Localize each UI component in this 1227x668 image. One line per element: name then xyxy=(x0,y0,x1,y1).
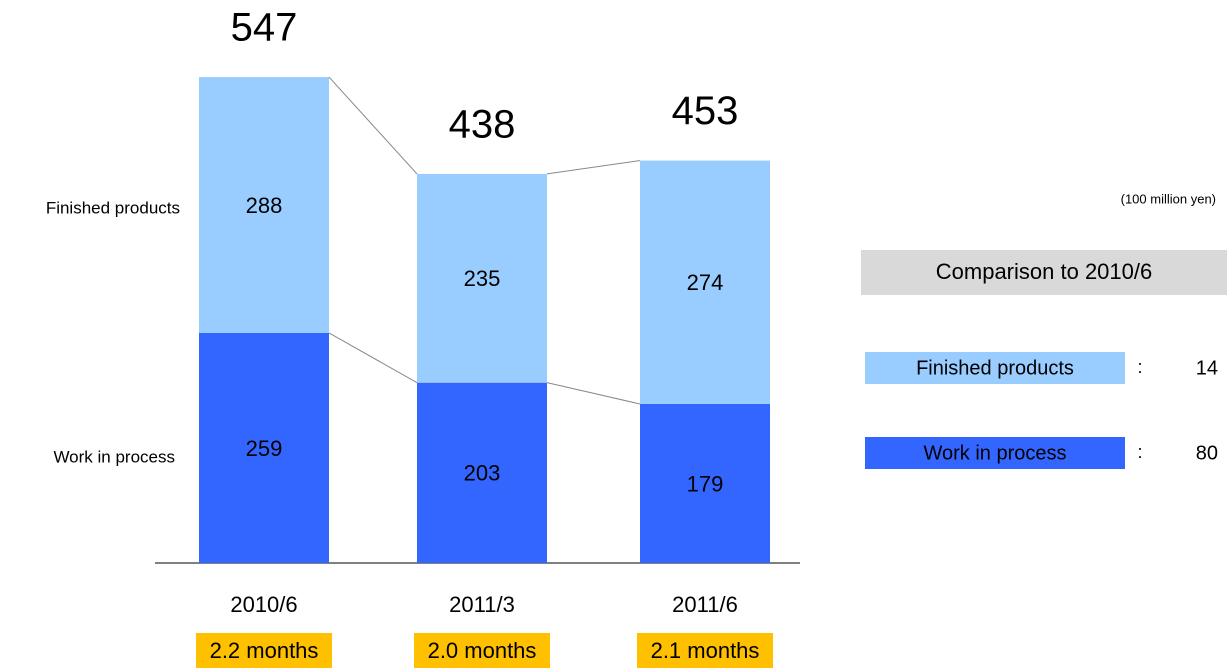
legend-swatch xyxy=(865,352,1125,384)
legend-swatch xyxy=(865,437,1125,469)
bar-segment xyxy=(417,382,547,563)
connector xyxy=(546,160,641,175)
legend-label: Finished products xyxy=(916,357,1074,379)
legend-label: Work in process xyxy=(923,442,1066,464)
bar-segment xyxy=(199,77,329,333)
segment-label: 179 xyxy=(687,471,724,496)
separator: : xyxy=(1137,442,1142,462)
comparison-value: 80 xyxy=(1196,442,1218,464)
months-badge xyxy=(414,633,550,668)
x-tick-label: 2011/6 xyxy=(672,592,738,617)
bar-segment xyxy=(640,403,770,563)
total-label: 547 xyxy=(231,6,298,50)
comparison-title: Comparison to 2010/6 xyxy=(936,259,1152,284)
series-label: Work in process xyxy=(53,447,175,466)
bar-segment xyxy=(199,332,329,563)
x-tick-label: 2010/6 xyxy=(230,592,297,617)
months-badge xyxy=(637,633,773,668)
months-label: 2.1 months xyxy=(651,638,760,663)
segment-label: 203 xyxy=(464,461,501,486)
comparison-box xyxy=(861,250,1227,295)
segment-label: 274 xyxy=(687,270,724,295)
unit-label: (100 million yen) xyxy=(1121,191,1216,206)
connector xyxy=(328,332,418,384)
months-label: 2.2 months xyxy=(210,638,319,663)
comparison-value: 14 xyxy=(1196,357,1218,379)
total-label: 453 xyxy=(672,89,739,133)
bar-segment xyxy=(640,160,770,404)
separator: : xyxy=(1137,357,1142,377)
months-label: 2.0 months xyxy=(428,638,537,663)
connector xyxy=(546,382,641,405)
segment-label: 288 xyxy=(246,193,283,218)
bar-segment xyxy=(417,173,547,383)
segment-label: 235 xyxy=(464,266,501,291)
segment-label: 259 xyxy=(246,436,283,461)
x-tick-label: 2011/3 xyxy=(449,592,515,617)
connector xyxy=(328,76,418,175)
months-badge xyxy=(196,633,332,668)
total-label: 438 xyxy=(449,102,516,146)
series-label: Finished products xyxy=(46,198,180,217)
